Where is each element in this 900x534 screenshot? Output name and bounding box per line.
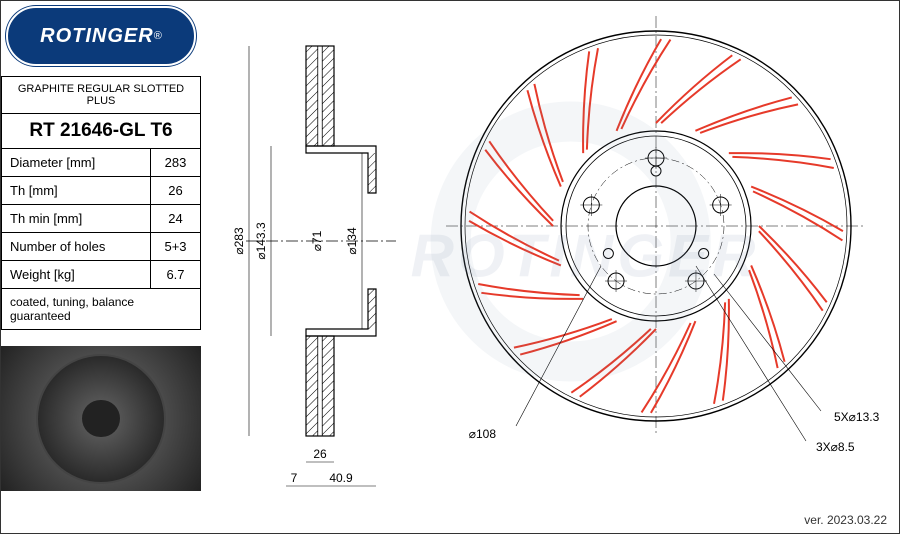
- spec-row: Diameter [mm]283: [2, 149, 201, 177]
- svg-text:⌀143.3: ⌀143.3: [254, 222, 268, 260]
- product-photo: [1, 346, 201, 491]
- spec-row: Th [mm]26: [2, 177, 201, 205]
- svg-text:⌀71: ⌀71: [310, 230, 324, 251]
- svg-text:⌀108: ⌀108: [469, 427, 497, 441]
- spec-row: Weight [kg]6.7: [2, 261, 201, 289]
- spec-row: Number of holes5+3: [2, 233, 201, 261]
- spec-value: 5+3: [151, 233, 201, 261]
- spec-value: 283: [151, 149, 201, 177]
- svg-text:3X⌀8.5: 3X⌀8.5: [816, 440, 855, 454]
- svg-text:26: 26: [313, 447, 327, 461]
- brand-name: ROTINGER: [40, 25, 154, 48]
- spec-label: Number of holes: [2, 233, 151, 261]
- version-label: ver. 2023.03.22: [804, 513, 887, 527]
- technical-drawing: ROTINGER ⌀283⌀143.3⌀71⌀1342640.975X⌀13.3…: [211, 11, 891, 501]
- svg-text:⌀283: ⌀283: [232, 227, 246, 255]
- disc-photo-render: [36, 354, 166, 484]
- spec-table: GRAPHITE REGULAR SLOTTED PLUS RT 21646-G…: [1, 76, 201, 330]
- svg-text:⌀134: ⌀134: [345, 227, 359, 255]
- spec-value: 6.7: [151, 261, 201, 289]
- spec-note: coated, tuning, balance guaranteed: [2, 289, 201, 330]
- spec-label: Th [mm]: [2, 177, 151, 205]
- spec-value: 24: [151, 205, 201, 233]
- spec-label: Diameter [mm]: [2, 149, 151, 177]
- brand-logo: ROTINGER®: [6, 6, 196, 66]
- spec-label: Weight [kg]: [2, 261, 151, 289]
- registered-mark: ®: [154, 30, 162, 42]
- spec-row: Th min [mm]24: [2, 205, 201, 233]
- svg-text:40.9: 40.9: [329, 471, 353, 485]
- svg-text:7: 7: [291, 471, 298, 485]
- spec-label: Th min [mm]: [2, 205, 151, 233]
- svg-text:5X⌀13.3: 5X⌀13.3: [834, 410, 880, 424]
- spec-value: 26: [151, 177, 201, 205]
- part-number: RT 21646-GL T6: [2, 114, 201, 149]
- product-header: GRAPHITE REGULAR SLOTTED PLUS: [2, 77, 201, 114]
- drawing-svg: ⌀283 ⌀143.3 ⌀71 ⌀134 2640.9 7 5X⌀13.3 3X⌀8.5 ⌀10…: [211, 11, 891, 501]
